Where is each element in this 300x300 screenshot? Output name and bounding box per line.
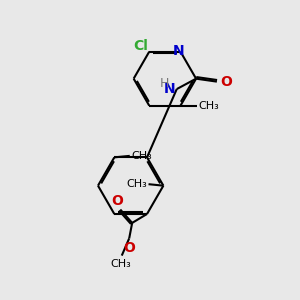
Text: O: O xyxy=(123,241,135,255)
Text: O: O xyxy=(111,194,123,208)
Text: O: O xyxy=(221,75,232,88)
Text: CH₃: CH₃ xyxy=(198,101,219,111)
Text: CH₃: CH₃ xyxy=(110,259,131,269)
Text: N: N xyxy=(173,44,185,58)
Text: CH₃: CH₃ xyxy=(131,151,152,161)
Text: H: H xyxy=(160,77,169,90)
Text: Cl: Cl xyxy=(134,39,148,53)
Text: CH₃: CH₃ xyxy=(126,179,147,189)
Text: N: N xyxy=(164,82,175,96)
